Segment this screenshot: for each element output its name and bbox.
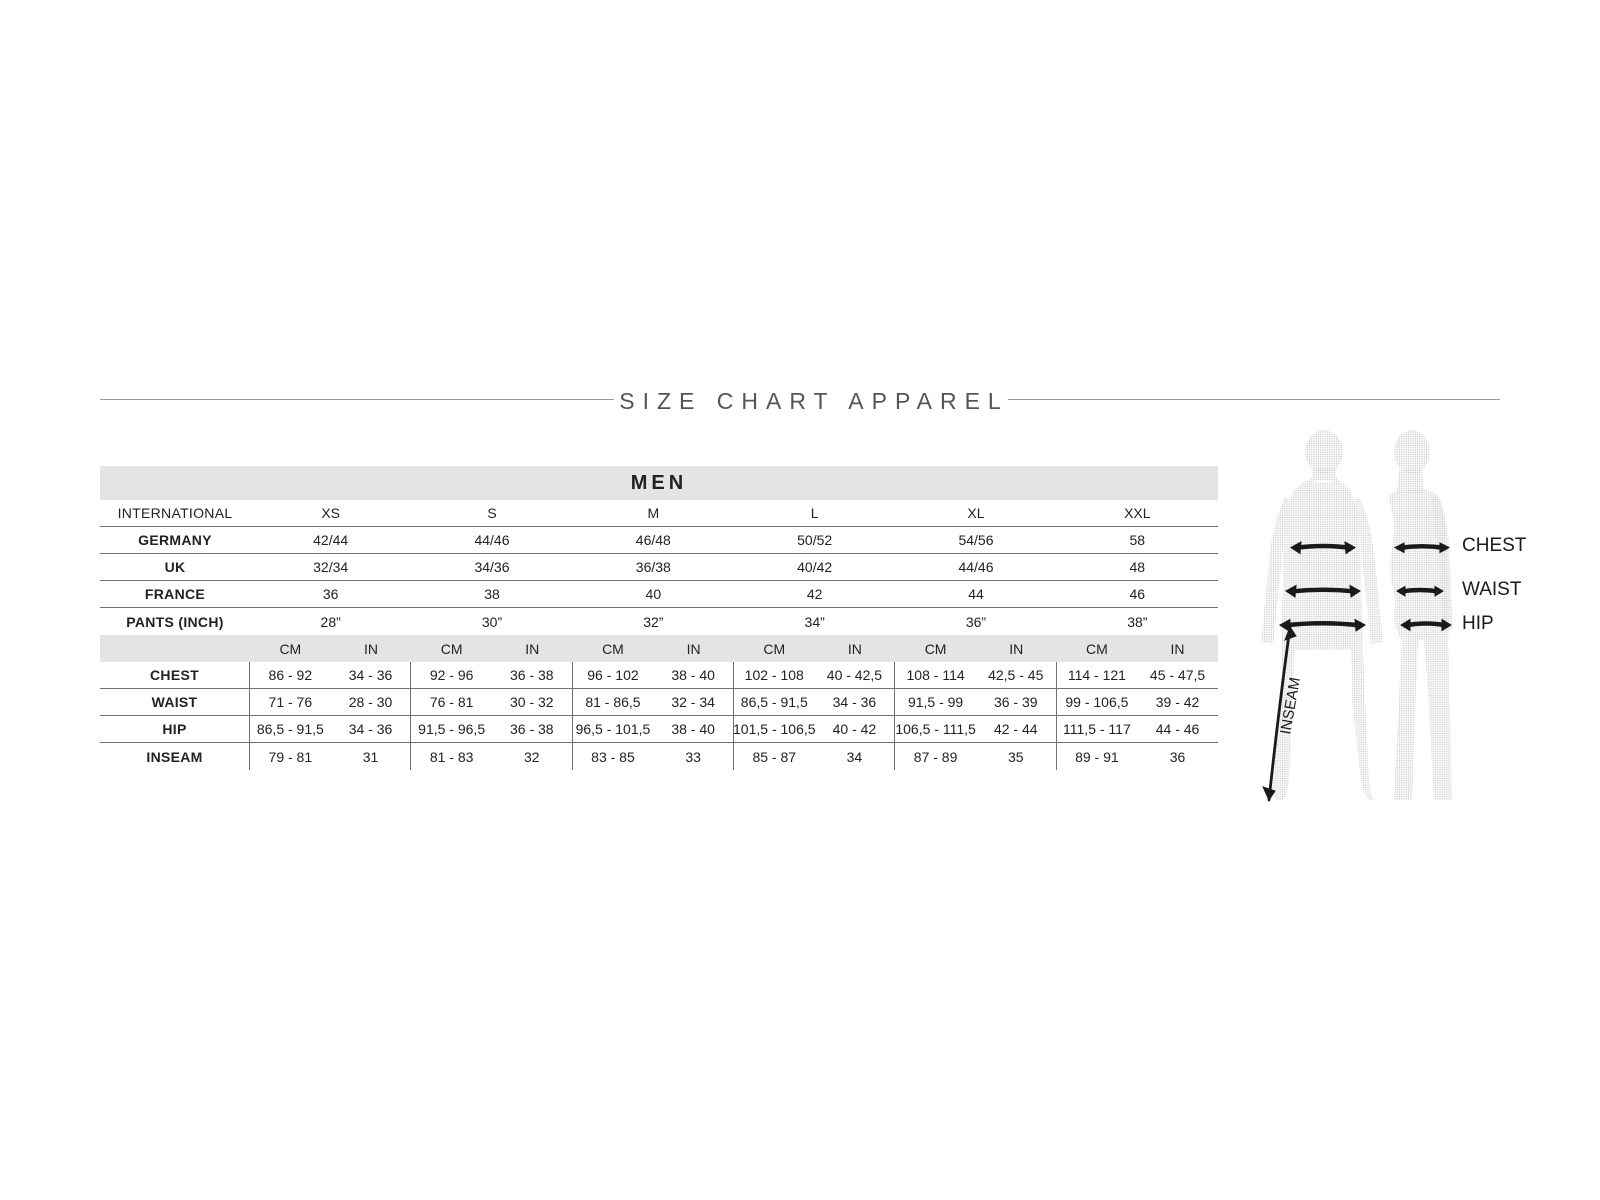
- svg-text:WAIST: WAIST: [1462, 579, 1522, 600]
- svg-text:CHEST: CHEST: [1462, 535, 1527, 556]
- svg-text:HIP: HIP: [1462, 613, 1494, 634]
